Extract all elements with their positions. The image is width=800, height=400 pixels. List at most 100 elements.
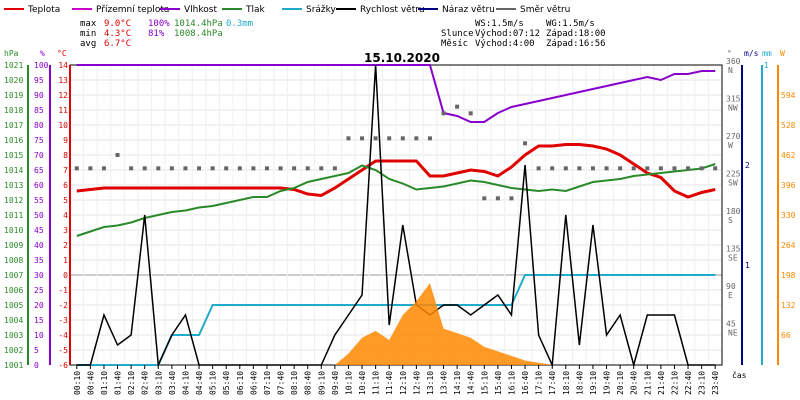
tick-dir: N	[728, 66, 733, 75]
x-tick-label: 05:40	[222, 371, 231, 395]
tick-deg: 180	[726, 207, 741, 216]
wind-dir-point	[713, 166, 718, 171]
tick-dir: W	[728, 141, 733, 150]
x-tick-label: 19:40	[603, 371, 612, 395]
wind-dir-point	[169, 166, 174, 171]
series-srážky	[76, 274, 716, 366]
tick-pct: 45	[34, 226, 44, 235]
tick-pct: 0	[34, 361, 39, 370]
tick-hpa: 1014	[4, 166, 23, 175]
x-tick-label: 22:10	[670, 371, 679, 395]
tick-w: 594	[781, 91, 796, 100]
tick-ms: 2	[745, 161, 750, 170]
tick-deg: 270	[726, 132, 741, 141]
stats-panel: max 9.0°C 100% 1014.4hPa 0.3mm min 4.3°C…	[80, 19, 606, 49]
legend: Teplota Přízemní teplota Vlhkost Tlak Srážky…	[4, 5, 570, 15]
stat-max-press: 1014.4hPa	[174, 19, 223, 29]
stat-max-label: max	[80, 19, 97, 29]
tick-hpa: 1011	[4, 211, 23, 220]
tick-w: 462	[781, 151, 796, 160]
tick-hpa: 1005	[4, 301, 23, 310]
x-tick-label: 17:10	[535, 371, 544, 395]
x-tick-label: 23:10	[698, 371, 707, 395]
tick-hpa: 1002	[4, 346, 23, 355]
x-tick-label: 01:40	[114, 371, 123, 395]
tick-degc: 11	[58, 106, 68, 115]
stat-max-temp: 9.0°C	[104, 19, 131, 29]
legend-label: Náraz větru	[442, 5, 495, 15]
wind-dir-point	[88, 166, 93, 171]
wind-dir-point	[115, 153, 120, 157]
tick-hpa: 1017	[4, 121, 23, 130]
x-tick-label: 14:40	[467, 371, 476, 395]
tick-w: 264	[781, 241, 796, 250]
wind-dir-point	[400, 136, 405, 141]
x-tick-label: 00:10	[73, 371, 82, 395]
tick-degc: 3	[63, 226, 68, 235]
tick-hpa: 1020	[4, 76, 23, 85]
moon-rise: Východ:4:00	[475, 39, 535, 49]
wind-dir-point	[658, 166, 663, 171]
legend-label: Tlak	[245, 5, 266, 15]
legend-label: Vlhkost	[184, 5, 217, 15]
tick-pct: 80	[34, 121, 44, 130]
tick-pct: 40	[34, 241, 44, 250]
wind-dir-point	[319, 166, 324, 171]
tick-hpa: 1006	[4, 286, 23, 295]
series-tlak	[76, 163, 716, 237]
wind-dir-point	[142, 166, 147, 171]
tick-hpa: 1007	[4, 271, 23, 280]
tick-hpa: 1015	[4, 151, 23, 160]
wind-dir-point	[536, 166, 541, 171]
stat-avg-label: avg	[80, 39, 96, 49]
moon-set: Západ:16:56	[546, 39, 606, 49]
wind-dir-point	[509, 196, 514, 201]
legend-label: Teplota	[27, 5, 60, 15]
wind-dir-point	[101, 166, 106, 171]
tick-ms: 1	[745, 261, 750, 270]
x-tick-label: 21:10	[643, 371, 652, 395]
wind-dir-point	[224, 166, 229, 171]
tick-w: 396	[781, 181, 796, 190]
tick-degc: 10	[58, 121, 68, 130]
tick-hpa: 1010	[4, 226, 23, 235]
x-tick-label: 14:10	[453, 371, 462, 395]
wind-dir-point	[577, 166, 582, 171]
x-tick-label: 00:40	[86, 371, 95, 395]
series-vlhkost	[76, 64, 716, 123]
x-tick-label: 16:10	[507, 371, 516, 395]
x-tick-label: 09:40	[331, 371, 340, 395]
wind-dir-point	[618, 166, 623, 171]
stat-avg-temp: 6.7°C	[104, 39, 131, 49]
x-tick-label: 11:10	[372, 371, 381, 395]
tick-degc: 9	[63, 136, 68, 145]
wind-dir-point	[590, 166, 595, 171]
x-tick-label: 04:10	[181, 371, 190, 395]
stat-max-hum: 100%	[148, 19, 170, 29]
tick-pct: 15	[34, 316, 44, 325]
tick-pct: 20	[34, 301, 44, 310]
tick-w: 132	[781, 301, 796, 310]
tick-pct: 60	[34, 181, 44, 190]
tick-w: 66	[781, 331, 791, 340]
x-tick-label: 09:10	[317, 371, 326, 395]
wind-dir-point	[292, 166, 297, 171]
tick-degc: 2	[63, 241, 68, 250]
tick-degc: 12	[58, 91, 68, 100]
stat-min-press: 1008.4hPa	[174, 29, 223, 39]
tick-deg: 135	[726, 245, 741, 254]
tick-pct: 90	[34, 91, 44, 100]
x-tick-label: 18:40	[575, 371, 584, 395]
tick-pct: 35	[34, 256, 44, 265]
x-tick-label: 15:10	[480, 371, 489, 395]
tick-hpa: 1008	[4, 256, 23, 265]
tick-deg: 90	[726, 282, 736, 291]
unit-degc: °C	[57, 49, 67, 58]
wind-dir-point	[373, 136, 378, 141]
tick-deg: 225	[726, 170, 741, 179]
wind-dir-point	[305, 166, 310, 171]
x-tick-label: 12:10	[399, 371, 408, 395]
tick-degc: 7	[63, 166, 68, 175]
